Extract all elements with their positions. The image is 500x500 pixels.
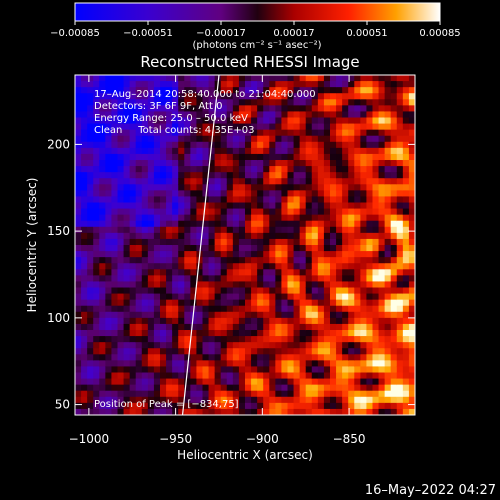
plot-frame: [74, 74, 416, 416]
x-axis-ticks: −1000 −950 −900 −850: [69, 75, 366, 446]
chart-title: Reconstructed RHESSI Image: [140, 53, 359, 71]
colorbar-tick-label: −0.00017: [196, 28, 246, 39]
colorbar-tick-label: 0.00085: [419, 28, 460, 39]
info-line-time: 17–Aug–2014 20:58:40.000 to 21:04:40.000: [94, 89, 316, 100]
info-line-detectors: Detectors: 3F 6F 9F, Att 0: [94, 101, 222, 112]
x-tick-label: −950: [159, 432, 192, 446]
y-tick-label: 150: [47, 224, 70, 238]
colorbar-tick-label: 0.00017: [273, 28, 314, 39]
datestamp: 16–May–2022 04:27: [364, 483, 496, 498]
x-axis-label: Heliocentric X (arcsec): [177, 448, 313, 462]
colorbar-ticks: −0.00085 −0.00051 −0.00017 0.00017 0.00051 0.…: [50, 21, 461, 39]
x-tick-label: −850: [333, 432, 366, 446]
info-line-energy: Energy Range: 25.0 – 50.0 keV: [94, 113, 248, 124]
x-tick-label: −900: [246, 432, 279, 446]
heatmap-image: [75, 75, 415, 415]
x-tick-label: −1000: [69, 432, 110, 446]
colorbar-tick-label: −0.00051: [123, 28, 173, 39]
info-line-clean: Clean Total counts: 4.35E+03: [94, 125, 254, 136]
y-tick-label: 200: [47, 137, 70, 151]
y-axis-ticks: 50 100 150 200: [47, 137, 415, 412]
y-axis-label: Heliocentric Y (arcsec): [25, 178, 39, 313]
colorbar-tick-label: 0.00051: [346, 28, 387, 39]
colorbar: [74, 2, 441, 22]
y-tick-label: 50: [55, 398, 70, 412]
limb-line: [181, 74, 220, 416]
y-tick-label: 100: [47, 311, 70, 325]
peak-position-label: Position of Peak = [−834,75]: [94, 399, 239, 410]
colorbar-unit-label: (photons cm⁻² s⁻¹ asec⁻²): [192, 40, 321, 51]
observation-info: 17–Aug–2014 20:58:40.000 to 21:04:40.000…: [94, 89, 316, 136]
colorbar-tick-label: −0.00085: [50, 28, 100, 39]
